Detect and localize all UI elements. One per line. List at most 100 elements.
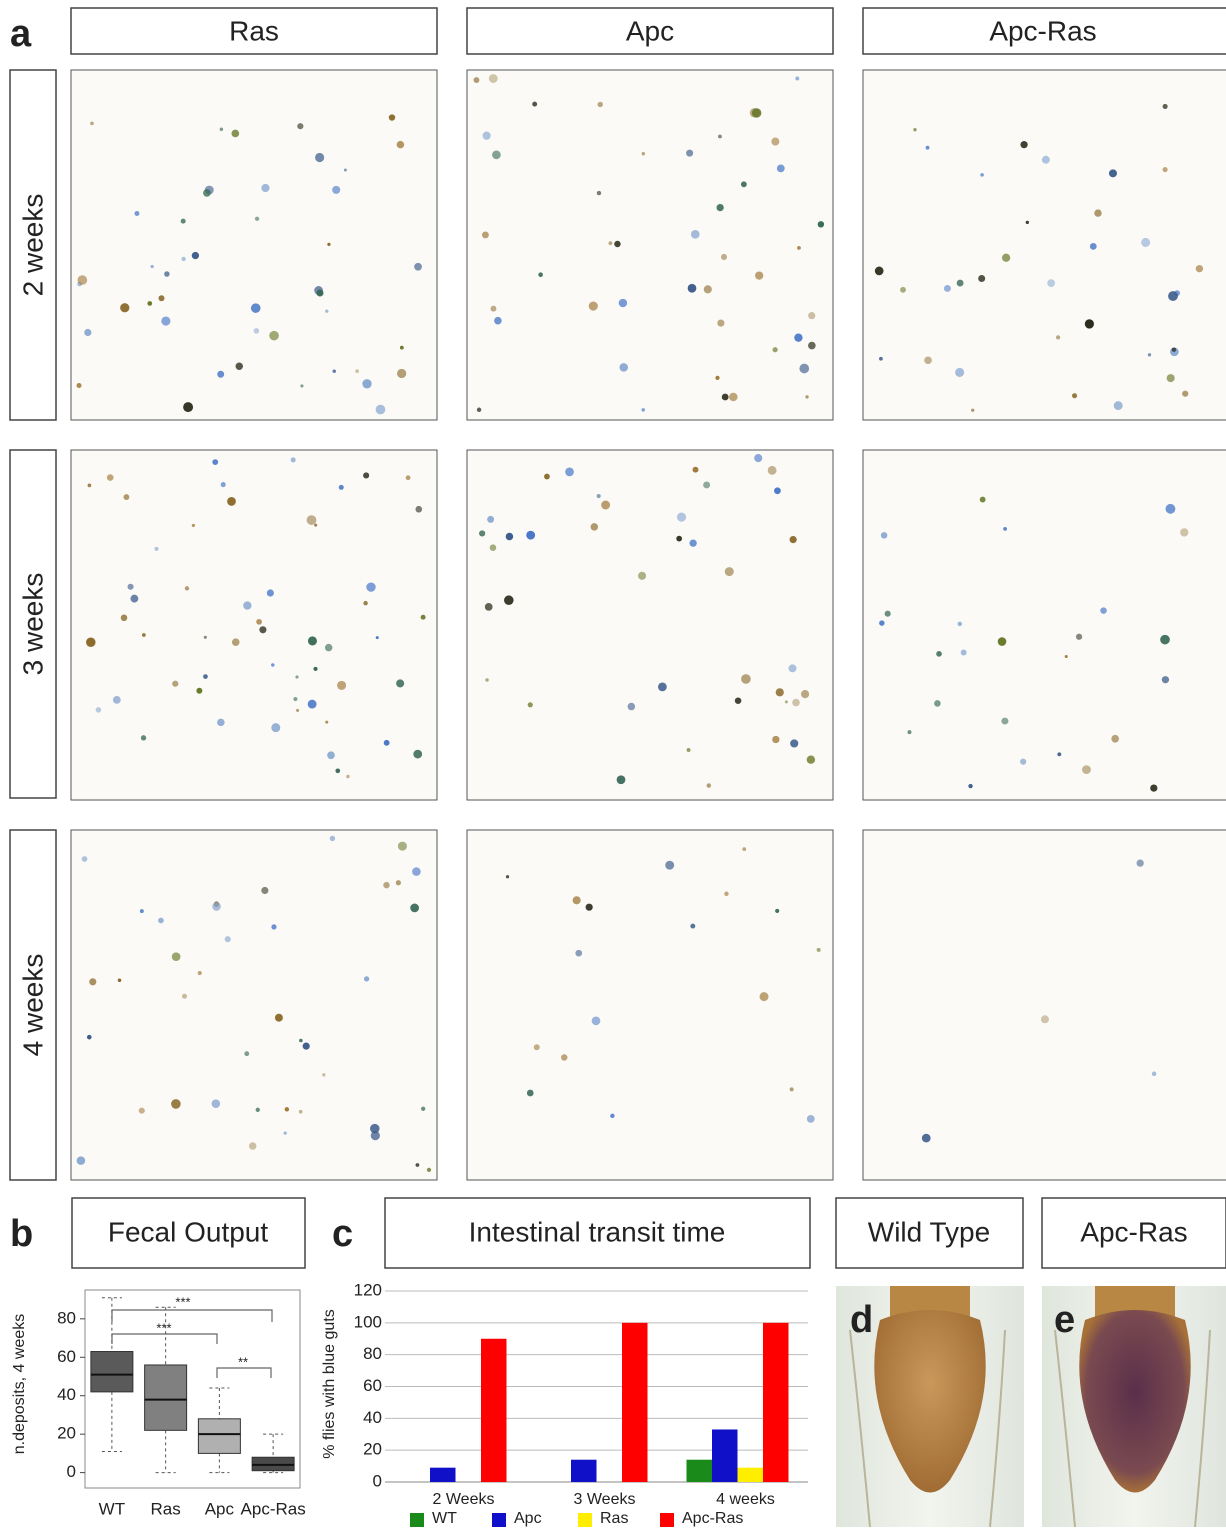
deposit-dot [707,783,711,787]
deposit-dot [715,376,719,380]
deposit-dot [299,1110,303,1114]
box [91,1352,133,1392]
deposit-dot [271,924,276,929]
deposit-dot [474,77,480,83]
deposit-dot [1163,104,1168,109]
deposit-dot [308,636,317,645]
deposit-dot [82,856,88,862]
deposit-dot [139,1108,145,1114]
deposit-dot [482,231,489,238]
deposit-dot [817,948,821,952]
deposit-dot [614,241,620,247]
deposit-dot [254,328,260,334]
deposit-dot [790,536,797,543]
deposit-dot [296,709,299,712]
deposit-dot [754,454,762,462]
deposit-dot [573,896,581,904]
deposit-dot [741,181,747,187]
image-frame [467,70,833,420]
deposit-dot [818,221,824,227]
deposit-dot [313,667,317,671]
deposit-dot [1180,528,1188,536]
deposit-dot [1162,676,1169,683]
deposit-dot [729,393,738,402]
deposit-dot [327,243,330,246]
row-header: 4 weeks [17,954,48,1057]
deposit-dot [718,135,722,139]
y-tick-label: 120 [354,1280,382,1299]
y-tick-label: 80 [363,1344,382,1363]
deposit-dot [227,497,236,506]
deposit-dot [1182,391,1188,397]
deposit-dot [879,357,883,361]
deposit-dot [658,682,667,691]
image-frame [467,830,833,1180]
deposit-dot [322,1073,325,1076]
x-tick-label: 4 weeks [716,1491,775,1508]
deposit-dot [1002,254,1010,262]
deposit-dot [330,836,335,841]
deposit-dot [130,595,138,603]
deposit-dot [971,409,974,412]
deposit-dot [1172,347,1176,351]
row-header: 3 weeks [17,573,48,676]
deposit-dot [128,584,134,590]
deposit-dot [534,1044,540,1050]
deposit-dot [1072,393,1077,398]
deposit-dot [1056,335,1060,339]
deposit-dot [400,346,404,350]
deposit-dot [724,892,728,896]
deposit-dot [293,697,297,701]
panel-label: a [10,13,32,55]
deposit-dot [1167,374,1175,382]
deposit-dot [487,516,494,523]
deposit-dot [597,494,601,498]
deposit-dot [217,371,224,378]
deposit-dot [316,289,323,296]
deposit-dot [565,467,574,476]
deposit-dot [777,164,785,172]
photo-header: Apc-Ras [1080,1216,1187,1247]
annotation: *** [175,1294,190,1309]
deposit-dot [140,909,144,913]
row-header: 2 weeks [17,194,48,297]
deposit-dot [1047,279,1055,287]
deposit-dot [314,524,317,527]
deposit-dot [256,1108,260,1112]
deposit-dot [716,204,723,211]
y-tick-label: 0 [67,1462,76,1481]
deposit-dot [1152,1072,1157,1077]
image-frame [71,450,437,800]
deposit-dot [192,252,199,259]
deposit-dot [164,271,169,276]
column-header: Apc [626,15,674,46]
y-tick-label: 0 [373,1471,382,1490]
deposit-dot [259,626,266,633]
panel-label: c [332,1213,353,1255]
deposit-dot [785,700,788,703]
deposit-dot [609,241,613,245]
deposit-dot [742,847,746,851]
deposit-dot [325,309,328,312]
deposit-dot [1160,635,1170,645]
deposit-dot [77,1156,86,1165]
deposit-dot [638,572,646,580]
image-frame [863,450,1226,800]
deposit-dot [275,1014,283,1022]
deposit-dot [261,887,268,894]
deposit-dot [794,333,802,341]
deposit-dot [665,861,674,870]
x-tick-label: 3 Weeks [574,1491,636,1508]
deposit-dot [87,1035,92,1040]
deposit-dot [412,867,421,876]
deposit-dot [183,402,193,412]
deposit-dot [477,408,481,412]
deposit-dot [285,1107,289,1111]
deposit-dot [1168,291,1178,301]
deposit-dot [171,1099,181,1109]
deposit-dot [1065,655,1068,658]
deposit-dot [677,513,686,522]
deposit-dot [376,636,379,639]
deposit-dot [808,312,815,319]
annotation: *** [156,1320,171,1335]
